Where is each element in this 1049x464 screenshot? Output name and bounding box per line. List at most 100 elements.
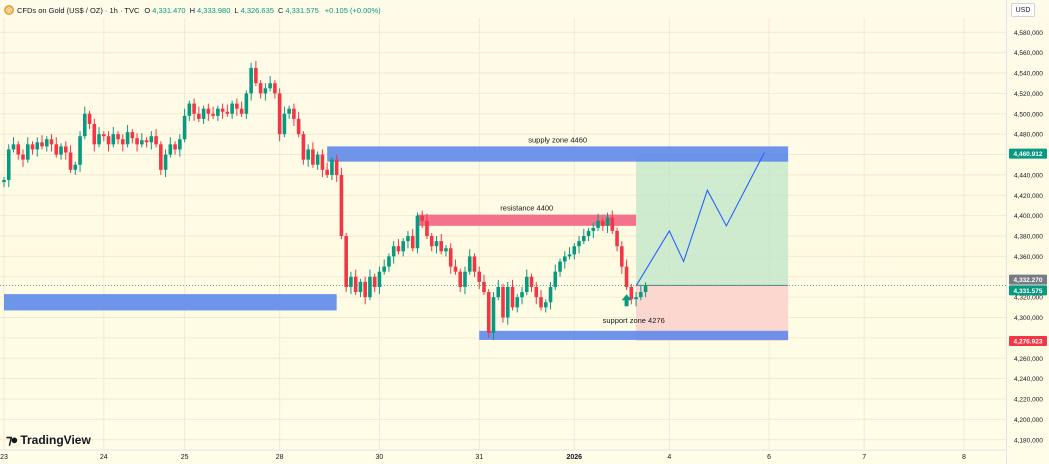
candle-body xyxy=(216,108,220,116)
candle-body xyxy=(548,286,553,303)
forecast-path xyxy=(635,152,765,287)
candle-body xyxy=(358,281,363,293)
candle-body xyxy=(197,113,201,119)
candle-body xyxy=(539,297,543,308)
candle-body xyxy=(620,246,624,267)
price-badge-label: 4,331.575 xyxy=(1014,288,1043,295)
zone-rect xyxy=(417,214,637,226)
candle-body xyxy=(382,266,386,272)
zone-label: resistance 4400 xyxy=(500,204,553,213)
candle-body xyxy=(391,246,396,257)
candle-body xyxy=(106,136,111,145)
candle-body xyxy=(44,139,49,147)
candle-body xyxy=(59,146,63,155)
price-badge-label: 4,332.270 xyxy=(1014,277,1043,284)
candle-body xyxy=(325,169,329,175)
candle-body xyxy=(68,152,73,170)
chart-legend: ◎ CFDs on Gold (US$ / OZ) · 1h · TVC O 4… xyxy=(4,3,385,17)
symbol-title[interactable]: CFDs on Gold (US$ / OZ) · 1h · TVC xyxy=(17,5,140,15)
candle-body xyxy=(529,276,534,287)
candle-body xyxy=(273,83,277,94)
candle-body xyxy=(524,276,529,293)
candle-body xyxy=(567,254,572,257)
high-label: H xyxy=(189,5,196,15)
candle-body xyxy=(254,67,258,84)
candle-body xyxy=(2,180,6,183)
candle-body xyxy=(125,132,130,145)
candle-body xyxy=(35,142,40,150)
candle-body xyxy=(605,217,610,226)
price-badge-label: 4,276.923 xyxy=(1014,339,1043,346)
x-tick-label: 31 xyxy=(475,454,483,461)
y-tick-label: 4,440,000 xyxy=(1014,172,1043,179)
candle-body xyxy=(111,134,116,145)
candle-body xyxy=(135,138,139,145)
candle-body xyxy=(154,136,158,145)
close-value: 4,331.575 xyxy=(285,5,319,15)
candle-body xyxy=(320,154,325,170)
x-tick-label: 23 xyxy=(0,454,8,461)
candle-body xyxy=(168,144,173,155)
candle-body xyxy=(63,146,68,153)
open-label: O xyxy=(144,5,151,15)
zone-rect xyxy=(479,330,789,340)
change-value: +0.105 (+0.00%) xyxy=(324,5,381,15)
tradingview-logo[interactable]: ⁊● TradingView xyxy=(6,432,91,448)
price-badge xyxy=(1009,148,1047,159)
candle-body xyxy=(639,292,643,298)
candle-body xyxy=(515,297,520,308)
candle-body xyxy=(553,271,558,287)
candle-body xyxy=(562,256,567,262)
candle-body xyxy=(263,88,268,94)
candle-body xyxy=(444,248,448,252)
candle-body xyxy=(192,103,196,114)
candle-body xyxy=(277,93,282,135)
currency-button[interactable]: USD xyxy=(1011,3,1035,17)
candle-body xyxy=(206,108,211,114)
tradingview-logo-icon: ⁊● xyxy=(6,432,18,447)
candle-body xyxy=(287,108,291,114)
y-tick-label: 4,300,000 xyxy=(1014,315,1043,322)
candle-body xyxy=(363,281,367,298)
candle-body xyxy=(244,93,249,114)
candle-body xyxy=(178,139,182,150)
candle-body xyxy=(344,236,348,287)
candle-body xyxy=(301,134,306,160)
candle-body xyxy=(558,261,562,272)
candle-body xyxy=(130,132,135,139)
candle-body xyxy=(477,271,482,282)
price-badge xyxy=(1009,336,1047,347)
candle-body xyxy=(615,230,619,247)
candle-body xyxy=(463,271,467,287)
candle-body xyxy=(643,285,648,293)
candle-body xyxy=(467,256,472,272)
x-tick-label: 8 xyxy=(962,454,966,461)
candle-body xyxy=(401,241,405,252)
candle-body xyxy=(306,149,310,160)
buy-arrow-icon xyxy=(621,294,632,307)
candle-body xyxy=(249,67,253,94)
candle-body xyxy=(581,236,586,242)
y-tick-label: 4,380,000 xyxy=(1014,234,1043,241)
candle-body xyxy=(334,159,339,175)
y-tick-label: 4,580,000 xyxy=(1014,30,1043,37)
candle-body xyxy=(315,154,320,165)
candle-body xyxy=(11,144,16,150)
candle-body xyxy=(415,215,420,249)
candle-body xyxy=(211,113,215,116)
candle-body xyxy=(377,271,382,287)
x-tick-label: 28 xyxy=(276,454,284,461)
candle-body xyxy=(458,271,463,287)
x-tick-label: 25 xyxy=(181,454,189,461)
candle-body xyxy=(510,286,515,308)
y-tick-label: 4,480,000 xyxy=(1014,132,1043,139)
candle-body xyxy=(572,246,577,255)
y-tick-label: 4,540,000 xyxy=(1014,71,1043,78)
candle-body xyxy=(591,227,596,231)
y-tick-label: 4,400,000 xyxy=(1014,213,1043,220)
y-tick-label: 4,320,000 xyxy=(1014,295,1043,302)
candle-body xyxy=(577,241,581,247)
candle-body xyxy=(311,149,315,165)
